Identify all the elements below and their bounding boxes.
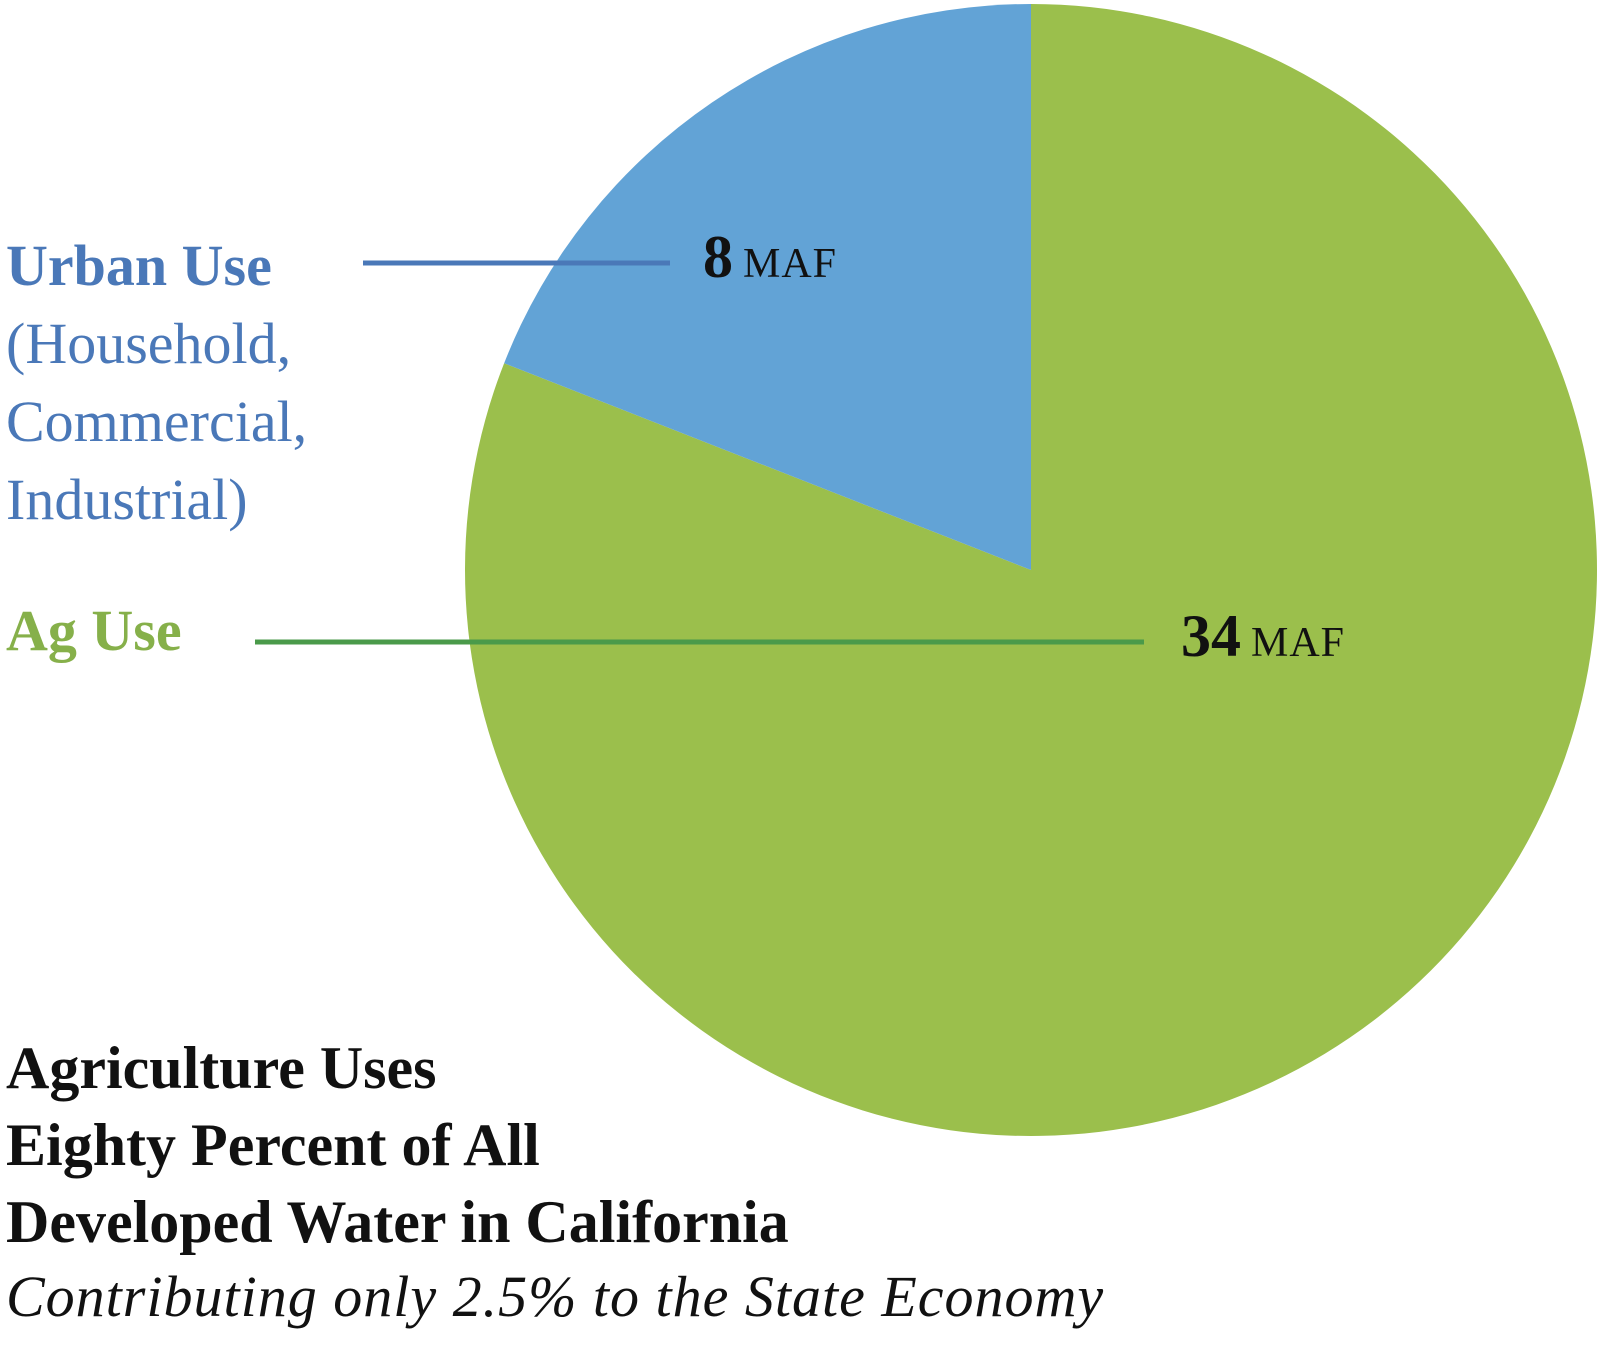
urban-value-label: 8 MAF [703, 227, 837, 287]
ag-use-label: Ag Use [6, 598, 182, 663]
pie-slice-urban-use [504, 4, 1031, 570]
ag-value-label: 34 MAF [1181, 606, 1345, 666]
chart-subtitle: Contributing only 2.5% to the State Econ… [6, 1264, 1105, 1329]
ag-value: 34 [1181, 603, 1241, 669]
urban-unit: MAF [743, 241, 838, 287]
chart-title-line-3: Developed Water in California [6, 1189, 789, 1255]
chart-title-line-2: Eighty Percent of All [6, 1112, 540, 1178]
ag-unit: MAF [1251, 620, 1346, 666]
urban-use-legend: Urban Use (Household, Commercial, Indust… [6, 227, 307, 539]
chart-title-block: Agriculture Uses Eighty Percent of All D… [6, 1030, 1104, 1333]
urban-value: 8 [703, 224, 733, 290]
chart-title-line-1: Agriculture Uses [6, 1035, 437, 1101]
urban-use-label: Urban Use [6, 233, 272, 298]
urban-use-detail: (Household, Commercial, Industrial) [6, 311, 308, 532]
